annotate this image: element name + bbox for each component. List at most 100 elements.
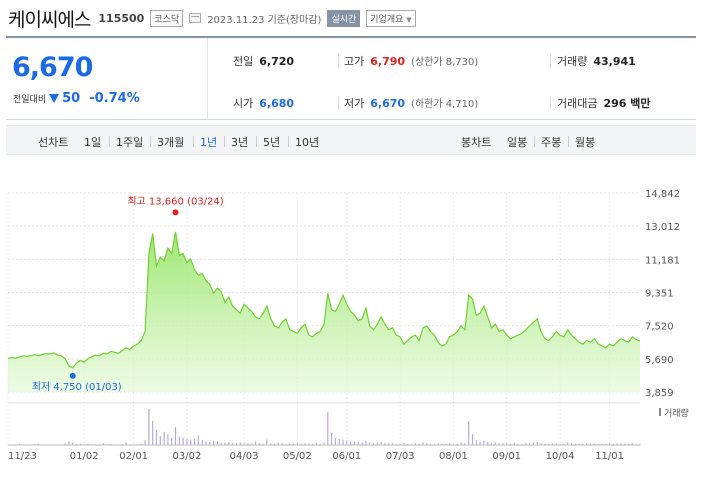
volume-bar [521,443,523,445]
volume-bar [582,443,584,445]
current-price: 6,670 [12,52,93,83]
market-badge: 코스닥 [150,9,184,27]
max-point-marker [172,209,179,216]
stock-code: 115500 [98,11,145,25]
volume-bar [555,443,557,445]
period-1w[interactable]: 1주일 [116,136,144,149]
high-price: 고가 6,790 (상한가 8,730) [344,53,478,69]
volume-bar [509,443,512,445]
volume-bar [586,443,588,445]
volume-bar [612,443,614,445]
volume-bar [517,443,519,445]
volume-bar [292,443,295,445]
divider [109,136,110,147]
volume-bar [639,443,641,445]
candle-chart-label: 봉차트 [461,136,492,149]
volume-bar [144,440,146,445]
volume-bar [353,441,356,445]
divider [193,136,194,147]
volume-bar [159,436,161,445]
volume-bar [262,443,264,445]
volume-bar [597,443,599,445]
candle-monthly[interactable]: 월봉 [575,136,596,149]
volume-bar [437,443,439,445]
volume-bar [570,443,573,445]
divider [338,54,339,68]
candle-weekly[interactable]: 주봉 [541,136,562,149]
period-10y[interactable]: 10년 [295,136,320,149]
volume-bar [395,443,397,445]
volume-bar [532,442,534,445]
volume-bar [388,443,390,445]
volume-bar [536,442,538,445]
volume-bar [197,435,199,445]
volume-bar [186,439,188,445]
volume-bar [209,442,211,445]
volume-bar [254,441,257,445]
lower-limit: (하한가 4,710) [411,99,479,110]
volume-bar [346,440,348,445]
volume-bar [361,442,363,445]
quote-panel: 6,670 전일대비 50 -0.74% 전일 6,720 고가 6,790 (… [6,38,696,120]
volume-bar [616,443,618,445]
period-1y[interactable]: 1년 [200,136,218,149]
volume-bar [304,443,306,445]
volume-bar [376,442,378,445]
volume-bar [422,442,424,445]
x-tick-label: 02/01 [119,451,148,462]
volume-bar [391,443,394,445]
y-tick-label: 13,012 [645,222,680,233]
divider [550,96,551,110]
volume-bar [121,443,123,445]
volume-bar [323,442,325,445]
volume-legend-swatch [659,408,661,416]
volume-bar [589,443,592,445]
chart-x-grid [7,193,611,445]
amount-value: 296 백만 [603,97,651,110]
change-absolute: 50 [62,91,81,106]
volume-bar [155,430,158,445]
company-info-dropdown[interactable]: 기업개요 ▼ [366,9,416,27]
low-price: 저가 6,670 (하한가 4,710) [344,95,478,111]
volume-bar [327,412,329,445]
upper-limit: (상한가 8,730) [411,57,479,68]
y-tick-label: 11,181 [645,255,680,266]
volume-bar [551,443,554,445]
volume-bar [311,443,314,445]
y-axis-ticks: 14,842 13,012 11,181 9,351 7,520 5,690 3,859 [645,189,680,399]
x-tick-label: 01/02 [70,451,99,462]
y-tick-label: 14,842 [645,189,680,200]
volume-bar [334,437,337,445]
volume-bar [331,433,333,445]
volume-bar [342,439,344,445]
open-value: 6,680 [259,97,295,110]
volume-bar [399,443,401,445]
period-3m[interactable]: 3개월 [157,136,185,149]
candle-daily[interactable]: 일봉 [507,136,528,149]
divider [568,136,569,147]
volume-bar [578,443,580,445]
stock-header: 케이씨에스 115500 코스닥 2023.11.23 기준(장마감) 실시간 … [8,6,416,31]
volume-bar [350,441,352,445]
divider [338,96,339,110]
x-tick-label: 11/01 [595,451,624,462]
x-tick-label: 08/01 [439,451,468,462]
volume-bar [266,439,268,445]
y-tick-label: 5,690 [645,355,674,366]
volume-bar [125,442,127,445]
period-5y[interactable]: 5년 [263,136,281,149]
volume-bar [281,443,283,445]
volume-bar [315,443,317,445]
volume-bar [384,443,386,445]
volume-bar [79,443,81,445]
header-divider [6,36,696,38]
chevron-down-icon: ▼ [406,15,412,24]
realtime-button[interactable]: 실시간 [327,9,361,27]
volume-bar [483,440,485,445]
period-3y[interactable]: 3년 [231,136,249,149]
period-1d[interactable]: 1일 [84,136,102,149]
volume-bar [494,442,496,445]
volume-bar [178,436,180,445]
min-point-marker [69,372,76,379]
